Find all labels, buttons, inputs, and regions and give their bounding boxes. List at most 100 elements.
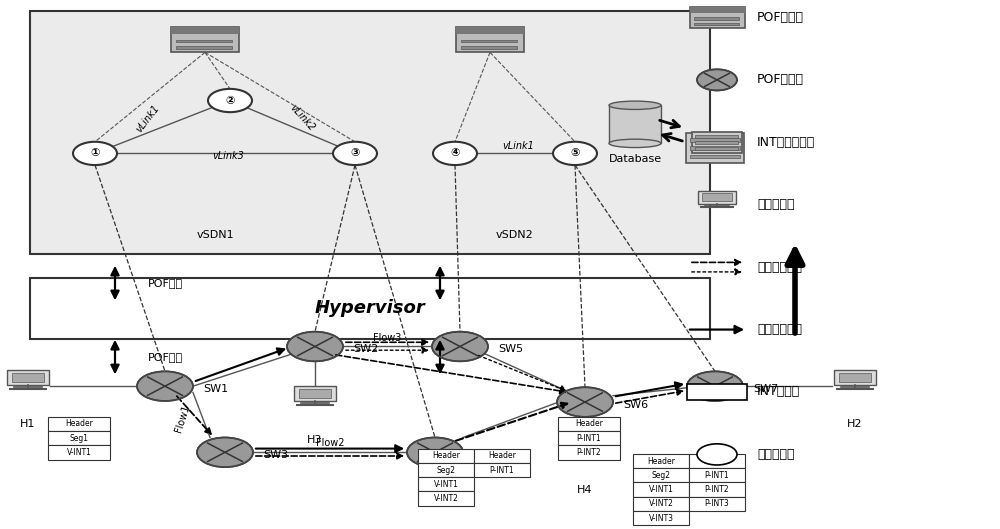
- Bar: [702, 194, 732, 202]
- Text: Header: Header: [488, 451, 516, 460]
- Text: SW7: SW7: [753, 384, 778, 394]
- Text: Seg1: Seg1: [70, 434, 88, 443]
- Bar: [695, 141, 738, 144]
- Text: Flow3: Flow3: [373, 333, 401, 342]
- Bar: [461, 40, 517, 42]
- Text: V-INT1: V-INT1: [434, 480, 458, 489]
- Bar: [839, 373, 871, 382]
- Text: H1: H1: [20, 419, 36, 429]
- Bar: [7, 370, 49, 385]
- Circle shape: [73, 142, 117, 165]
- Text: INT数据分析器: INT数据分析器: [757, 136, 815, 149]
- Ellipse shape: [609, 139, 661, 148]
- Text: vLink1: vLink1: [502, 141, 534, 151]
- Bar: [690, 154, 740, 159]
- Text: P-INT2: P-INT2: [577, 448, 601, 457]
- Text: 虚拟网络流量: 虚拟网络流量: [757, 261, 802, 273]
- Circle shape: [433, 142, 477, 165]
- Bar: [690, 7, 744, 13]
- Text: SW6: SW6: [623, 400, 648, 409]
- Circle shape: [557, 387, 613, 417]
- Bar: [48, 417, 110, 431]
- Text: Flow2: Flow2: [316, 439, 344, 448]
- Text: Header: Header: [703, 457, 731, 466]
- Text: Flow1: Flow1: [174, 404, 192, 434]
- Text: INT数据包: INT数据包: [757, 386, 800, 398]
- Text: Header: Header: [65, 419, 93, 428]
- Text: vLink1: vLink1: [134, 103, 162, 135]
- Text: POF协议: POF协议: [148, 352, 183, 362]
- Bar: [692, 132, 742, 153]
- Circle shape: [137, 371, 193, 401]
- Text: P-INT2: P-INT2: [705, 485, 729, 494]
- Bar: [633, 454, 689, 468]
- Text: Header: Header: [647, 457, 675, 466]
- Bar: [633, 468, 689, 482]
- Bar: [695, 135, 738, 138]
- Text: ④: ④: [450, 149, 460, 158]
- Bar: [689, 468, 745, 482]
- Bar: [690, 138, 740, 142]
- Text: 物理网络流量: 物理网络流量: [757, 323, 802, 336]
- Bar: [171, 27, 239, 52]
- Text: vSDN2: vSDN2: [496, 231, 534, 240]
- Text: SW2: SW2: [353, 344, 378, 354]
- Text: V-INT3: V-INT3: [648, 514, 674, 523]
- Bar: [694, 17, 739, 20]
- Text: H4: H4: [577, 486, 593, 495]
- Text: H3: H3: [307, 435, 323, 445]
- Text: 虚拟交换机: 虚拟交换机: [757, 448, 794, 461]
- Bar: [294, 386, 336, 401]
- Text: SW4: SW4: [473, 450, 498, 460]
- Text: P-INT1: P-INT1: [577, 434, 601, 443]
- Bar: [689, 497, 745, 511]
- Bar: [474, 449, 530, 463]
- Text: V-INT2: V-INT2: [649, 499, 673, 508]
- Text: V-INT1: V-INT1: [67, 448, 91, 457]
- Bar: [686, 133, 744, 163]
- Text: SW3: SW3: [263, 450, 288, 460]
- Text: ②: ②: [225, 96, 235, 105]
- Text: vLink2: vLink2: [288, 102, 316, 133]
- Text: Seg2: Seg2: [652, 471, 670, 480]
- Text: vLink3: vLink3: [212, 151, 244, 160]
- Bar: [687, 384, 747, 400]
- Bar: [690, 147, 740, 150]
- Bar: [176, 46, 232, 49]
- Bar: [48, 445, 110, 460]
- Text: V-INT2: V-INT2: [434, 494, 458, 503]
- Bar: [689, 482, 745, 497]
- Circle shape: [333, 142, 377, 165]
- Text: Seg2: Seg2: [436, 466, 456, 475]
- Text: POF交换机: POF交换机: [757, 74, 804, 86]
- Circle shape: [687, 371, 743, 401]
- Bar: [456, 27, 524, 34]
- Bar: [461, 46, 517, 49]
- Bar: [558, 445, 620, 460]
- Text: SW1: SW1: [203, 384, 228, 394]
- Text: Database: Database: [608, 154, 662, 163]
- Ellipse shape: [609, 101, 661, 110]
- Text: POF控制器: POF控制器: [757, 11, 804, 24]
- Text: Header: Header: [432, 451, 460, 460]
- Bar: [689, 454, 745, 468]
- Bar: [30, 11, 710, 254]
- Text: V-INT1: V-INT1: [649, 485, 673, 494]
- Bar: [564, 436, 606, 451]
- Bar: [171, 27, 239, 34]
- Text: H2: H2: [847, 419, 863, 429]
- Bar: [609, 105, 661, 143]
- Bar: [694, 23, 739, 25]
- Bar: [418, 449, 474, 463]
- Circle shape: [697, 444, 737, 465]
- Bar: [12, 373, 44, 382]
- Text: Hypervisor: Hypervisor: [315, 299, 425, 317]
- Bar: [558, 431, 620, 445]
- Text: ①: ①: [90, 149, 100, 158]
- Circle shape: [432, 332, 488, 361]
- Text: ③: ③: [350, 149, 360, 158]
- Circle shape: [407, 437, 463, 467]
- Bar: [418, 477, 474, 491]
- Text: POF协议: POF协议: [148, 278, 183, 288]
- Bar: [698, 191, 736, 204]
